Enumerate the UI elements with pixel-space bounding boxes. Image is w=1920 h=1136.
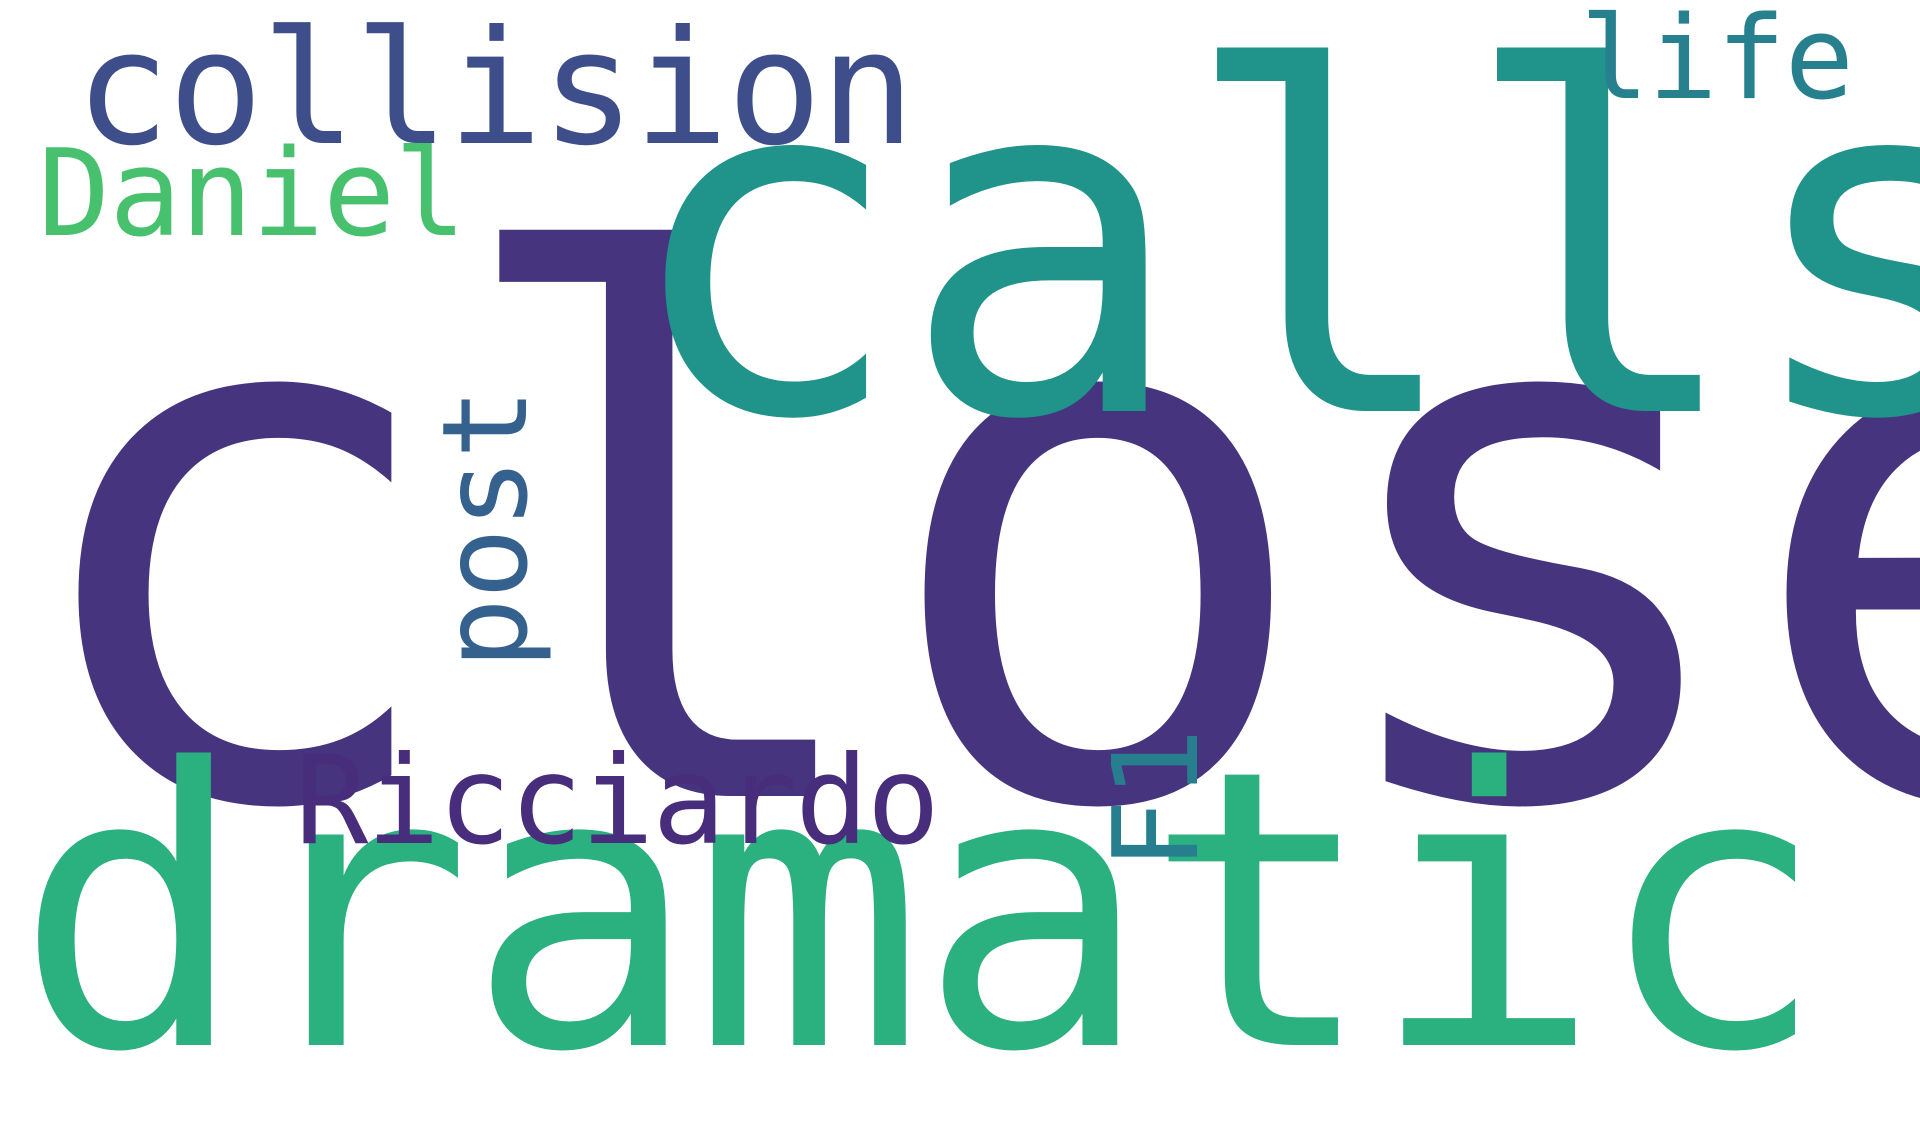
word-daniel: Daniel xyxy=(38,125,466,264)
word-dramatic: dramatic xyxy=(15,688,1827,1136)
word-close: close xyxy=(8,109,1920,971)
word-life: life xyxy=(1580,0,1854,126)
word-cloud: close calls dramatic collision Daniel Ri… xyxy=(8,0,1920,1105)
word-ricciardo: Ricciardo xyxy=(295,730,940,872)
word-post: post xyxy=(416,388,555,670)
word-collision: collision xyxy=(75,0,915,181)
word-f1: F1 xyxy=(1087,727,1226,871)
word-calls: calls xyxy=(620,0,1920,524)
